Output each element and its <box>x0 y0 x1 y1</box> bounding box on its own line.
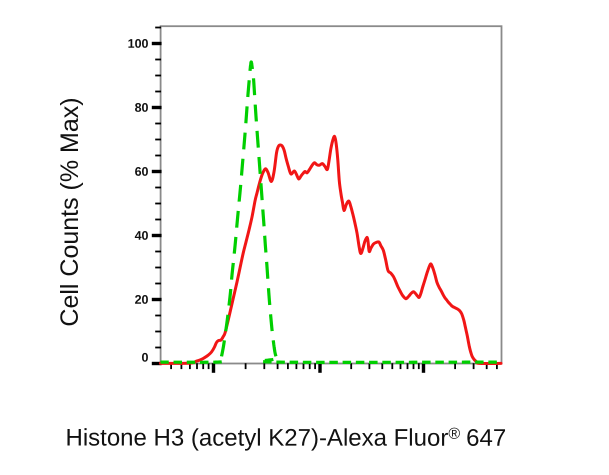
svg-text:40: 40 <box>135 229 149 243</box>
svg-text:100: 100 <box>128 37 149 51</box>
svg-text:20: 20 <box>135 293 149 307</box>
svg-text:80: 80 <box>135 101 149 115</box>
svg-text:0: 0 <box>142 351 149 365</box>
svg-text:Cell Counts (% Max): Cell Counts (% Max) <box>56 97 84 326</box>
svg-text:Histone H3 (acetyl K27)-Alexa: Histone H3 (acetyl K27)-Alexa Fluor® 647 <box>65 425 506 452</box>
svg-text:60: 60 <box>135 165 149 179</box>
